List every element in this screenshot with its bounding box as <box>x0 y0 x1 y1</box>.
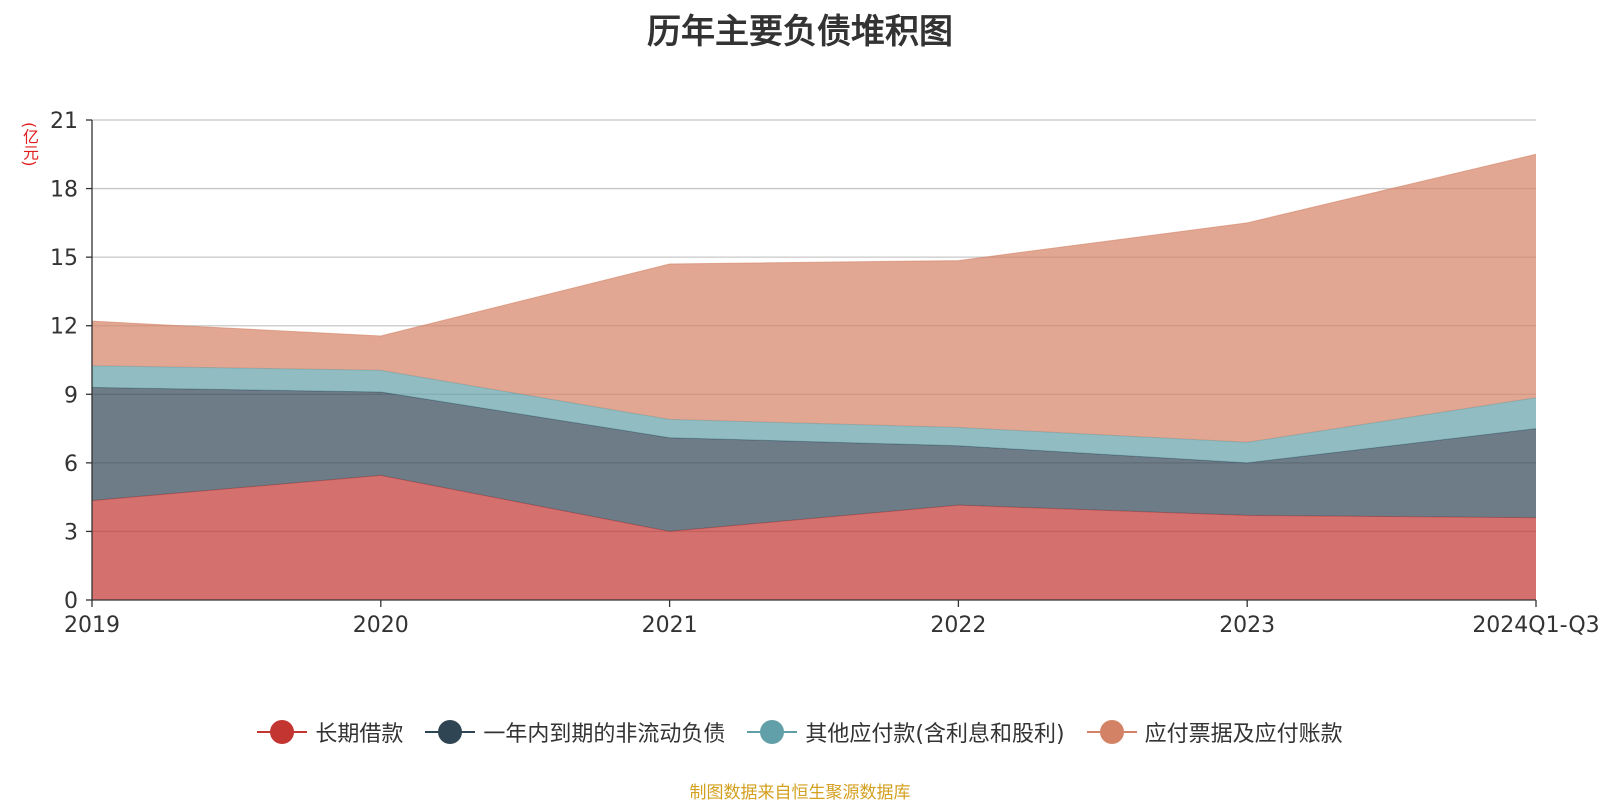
line-series-4 <box>91 153 1537 337</box>
legend-label: 应付票据及应付账款 <box>1144 722 1343 747</box>
legend-item-2[interactable]: 一年内到期的非流动负债 <box>425 716 725 748</box>
area-series-4 <box>92 154 1536 443</box>
stacked-area-chart: 0 3 6 9 12 15 18 21 2019 2020 2021 2022 2023 2024Q1-Q… <box>50 109 1600 638</box>
y-axis-unit-label: (亿元) <box>20 122 39 167</box>
legend-item-4[interactable]: 应付票据及应付账款 <box>1086 716 1343 748</box>
legend-marker-icon <box>257 720 308 744</box>
y-tick-label: 6 <box>64 452 78 477</box>
legend-item-3[interactable]: 其他应付款(含利息和股利) <box>747 716 1065 748</box>
x-tick-label: 2023 <box>1219 613 1275 638</box>
legend-marker-icon <box>1086 720 1137 744</box>
y-tick-label: 15 <box>50 246 78 271</box>
y-tick-label: 18 <box>50 178 78 203</box>
y-tick-label: 0 <box>64 589 78 614</box>
area-series-1 <box>92 475 1536 600</box>
legend-marker-icon <box>425 720 476 744</box>
legend-label: 其他应付款(含利息和股利) <box>805 722 1065 747</box>
legend-item-1[interactable]: 长期借款 <box>257 716 403 748</box>
x-tick-label: 2021 <box>642 613 698 638</box>
y-tick-label: 12 <box>50 315 78 340</box>
x-tick-label: 2022 <box>930 613 986 638</box>
line-series-3 <box>91 365 1537 443</box>
chart-title: 历年主要负债堆积图 <box>647 12 953 52</box>
chart-legend: 长期借款 一年内到期的非流动负债 其他应付款(含利息和股利) 应付票据及应付账款 <box>0 716 1600 748</box>
x-tick-label: 2019 <box>64 613 120 638</box>
line-series-1 <box>91 474 1537 532</box>
y-tick-label: 9 <box>64 383 78 408</box>
x-tick-label: 2020 <box>353 613 409 638</box>
y-tick-label: 21 <box>50 109 78 134</box>
area-series-2 <box>92 387 1536 532</box>
legend-label: 长期借款 <box>315 722 404 747</box>
data-source-note: 制图数据来自恒生聚源数据库 <box>689 783 911 803</box>
legend-marker-icon <box>747 720 798 744</box>
x-tick-label: 2024Q1-Q3 <box>1472 613 1599 638</box>
legend-label: 一年内到期的非流动负债 <box>483 722 726 747</box>
y-tick-label: 3 <box>64 520 78 545</box>
